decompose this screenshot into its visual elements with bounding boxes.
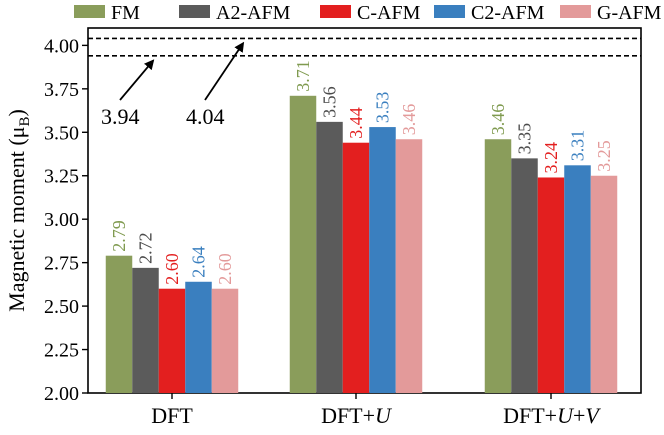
bar-a2-afm-2	[316, 121, 343, 393]
bar-g-afm-2	[395, 139, 423, 393]
reference-arrow-4.04	[204, 41, 245, 101]
bar-value-label: 3.25	[594, 140, 614, 172]
bar-c2-afm-1	[185, 281, 212, 393]
legend-label-c-afm: C-AFM	[357, 2, 421, 24]
legend-label-a2-afm: A2-AFM	[216, 2, 291, 24]
bar-value-label: 2.64	[189, 246, 209, 278]
y-tick-label: 3.25	[44, 166, 79, 188]
y-tick-label: 2.50	[44, 296, 79, 318]
x-category-label: DFT	[151, 403, 193, 428]
bar-value-label: 3.53	[373, 92, 393, 124]
bar-fm-3	[484, 139, 512, 393]
legend-label-g-afm: G-AFM	[597, 2, 662, 24]
y-tick-label: 2.25	[44, 340, 79, 362]
y-tick-label: 2.75	[44, 253, 79, 275]
bar-c-afm-3	[537, 177, 565, 393]
legend-swatch-c2-afm	[434, 5, 465, 18]
legend-label-fm: FM	[111, 2, 140, 24]
legend-swatch-fm	[74, 5, 105, 18]
bar-value-label: 2.60	[162, 253, 182, 285]
y-tick-label: 4.00	[44, 35, 79, 57]
bar-c2-afm-2	[369, 127, 396, 394]
legend-swatch-a2-afm	[179, 5, 210, 18]
reference-label-3.94: 3.94	[101, 104, 140, 129]
bar-value-label: 3.24	[541, 142, 561, 174]
y-tick-label: 3.75	[44, 79, 79, 101]
legend-label-c2-afm: C2-AFM	[471, 2, 545, 24]
bar-g-afm-1	[211, 288, 239, 393]
bar-value-label: 2.79	[109, 220, 129, 252]
x-category-label: DFT+U	[321, 403, 393, 428]
legend-swatch-g-afm	[560, 5, 591, 18]
bar-value-label: 2.72	[136, 232, 156, 264]
legend-swatch-c-afm	[320, 5, 351, 18]
y-axis-label: Magnetic moment (μB)	[4, 109, 33, 312]
x-category-label: DFT+U+V	[503, 403, 601, 428]
y-tick-label: 2.00	[44, 383, 79, 405]
bar-c2-afm-3	[564, 165, 591, 393]
y-tick-label: 3.50	[44, 122, 79, 144]
bar-c-afm-1	[158, 288, 186, 393]
bar-value-label: 3.46	[399, 104, 419, 136]
reference-label-4.04: 4.04	[186, 104, 225, 129]
bar-c-afm-2	[342, 142, 370, 393]
bar-a2-afm-3	[511, 158, 538, 393]
bar-value-label: 3.35	[515, 123, 535, 155]
bar-fm-2	[289, 95, 317, 394]
bar-value-label: 3.46	[488, 104, 508, 136]
y-tick-label: 3.00	[44, 209, 79, 231]
bar-value-label: 2.60	[215, 253, 235, 285]
reference-arrow-3.94	[119, 59, 155, 101]
bar-g-afm-3	[590, 175, 618, 393]
bar-value-label: 3.44	[346, 107, 366, 139]
bar-value-label: 3.71	[293, 60, 313, 92]
bar-value-label: 3.31	[568, 130, 588, 162]
bar-fm-1	[105, 255, 133, 393]
bar-a2-afm-1	[132, 267, 159, 393]
bar-value-label: 3.56	[320, 86, 340, 118]
